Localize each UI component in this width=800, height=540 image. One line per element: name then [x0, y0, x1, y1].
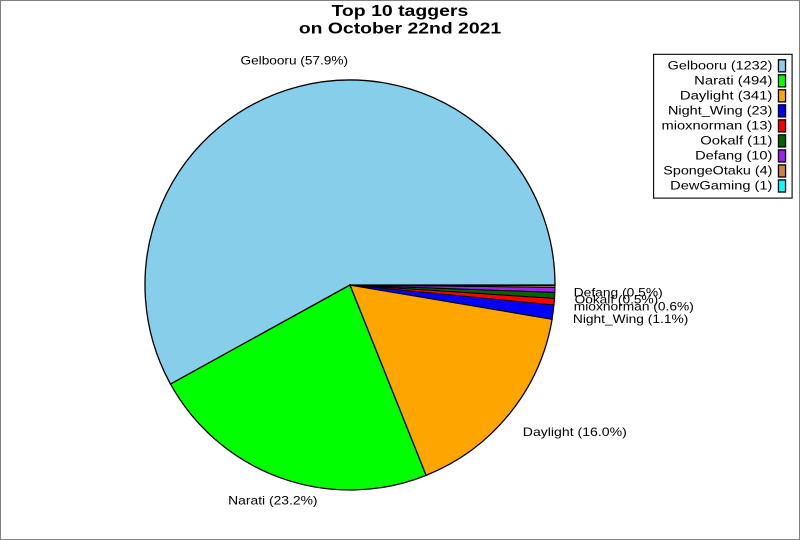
svg-text:DewGaming (1): DewGaming (1) [670, 179, 772, 193]
svg-text:SpongeOtaku (4): SpongeOtaku (4) [663, 164, 772, 178]
svg-text:mioxnorman (0.6%): mioxnorman (0.6%) [574, 299, 694, 313]
svg-text:Night_Wing (1.1%): Night_Wing (1.1%) [573, 312, 688, 326]
svg-text:Gelbooru (1232): Gelbooru (1232) [668, 59, 773, 73]
svg-text:Narati (494): Narati (494) [694, 74, 772, 88]
svg-text:Night_Wing (23): Night_Wing (23) [668, 104, 772, 118]
svg-text:Defang (0.5%): Defang (0.5%) [574, 285, 663, 299]
svg-text:Ookalf (0.5%): Ookalf (0.5%) [575, 293, 659, 307]
svg-text:Ookalf (11): Ookalf (11) [700, 134, 772, 148]
svg-text:Top 10 taggers: Top 10 taggers [332, 3, 469, 20]
svg-text:Daylight (341): Daylight (341) [680, 89, 773, 103]
svg-text:on October 22nd 2021: on October 22nd 2021 [299, 20, 501, 37]
svg-text:Defang (10): Defang (10) [695, 149, 772, 163]
svg-text:Daylight (16.0%): Daylight (16.0%) [523, 425, 627, 439]
svg-text:Narati (23.2%): Narati (23.2%) [228, 494, 317, 508]
svg-text:Gelbooru (57.9%): Gelbooru (57.9%) [241, 53, 349, 67]
svg-text:mioxnorman (13): mioxnorman (13) [662, 119, 773, 133]
